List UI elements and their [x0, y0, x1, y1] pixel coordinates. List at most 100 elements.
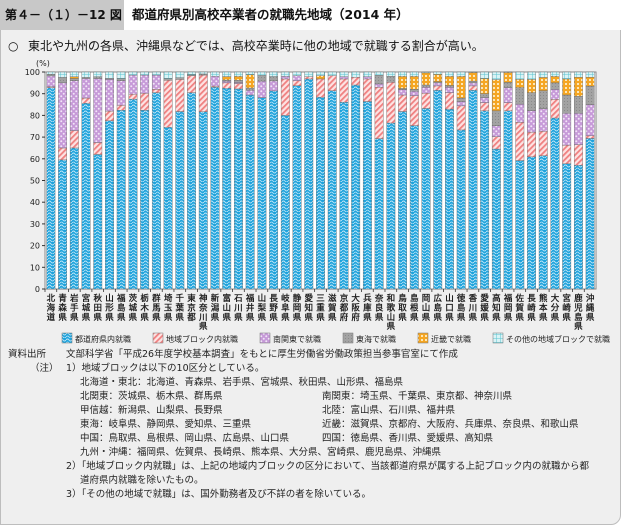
- bar-segment-2: [445, 92, 454, 110]
- bar-segment-3: [292, 75, 302, 81]
- source-label: 資料出所: [8, 349, 47, 360]
- bar-segment-6: [503, 71, 513, 73]
- legend-label: 都道府県内就職: [75, 334, 131, 344]
- legend-swatch: [417, 332, 429, 344]
- x-tick-label: 群馬県: [151, 293, 161, 323]
- bar-segment-6: [69, 71, 79, 77]
- region-definition-left: 九州・沖縄：福岡県、佐賀県、長崎県、熊本県、大分県、宮崎県、鹿児島県、沖縄県: [80, 447, 442, 458]
- note-2-line-1: 2）「地域ブロック内就職」は、上記の地域内ブロックの区分において、当該都道府県が…: [66, 461, 590, 472]
- x-tick-label: 京都府: [339, 293, 349, 323]
- bar-segment-6: [433, 71, 443, 75]
- bar-segment-3: [503, 87, 513, 103]
- legend-swatch: [152, 332, 164, 344]
- bar-segment-3: [69, 80, 79, 131]
- bar-segment-2: [480, 102, 490, 112]
- bar-segment-3: [81, 78, 91, 99]
- bar-segment-1: [140, 109, 150, 290]
- bar-segment-3: [374, 83, 384, 88]
- bar-segment-6: [81, 71, 91, 78]
- x-tick-label: 青森県: [58, 293, 67, 323]
- bar-segment-3: [269, 80, 279, 92]
- bar-segment-2: [374, 86, 384, 139]
- bar-segment-5: [398, 76, 407, 89]
- bar-segment-4: [550, 82, 560, 90]
- bar-segment-3: [527, 110, 536, 133]
- region-definition-right: 四国：徳島県、香川県、愛媛県、高知県: [322, 433, 494, 444]
- bar-segment-4: [386, 76, 396, 83]
- bar-segment-1: [187, 92, 196, 290]
- bar-segment-1: [386, 122, 396, 290]
- bar-segment-6: [527, 71, 536, 80]
- x-tick-label: 和歌山県: [387, 293, 396, 332]
- bar-segment-6: [187, 71, 196, 75]
- bar-segment-1: [304, 78, 314, 290]
- bar-segment-2: [163, 80, 173, 128]
- bar-segment-1: [69, 147, 79, 290]
- legend-label: その他の地域ブロックで就職: [506, 334, 610, 344]
- x-tick-label: 大阪府: [351, 293, 360, 323]
- y-tick-label: 70: [30, 133, 40, 142]
- bar-segment-3: [257, 80, 267, 98]
- bar-segment-2: [386, 81, 396, 124]
- legend-label: 地域ブロック内就職: [166, 334, 238, 344]
- region-definition-left: 甲信越：新潟県、山梨県、長野県: [80, 405, 223, 416]
- bar-segment-6: [280, 71, 290, 77]
- x-tick-label: 三重県: [316, 294, 325, 323]
- region-definition-right: 南関東：埼玉県、千葉県、東京都、神奈川県: [322, 391, 513, 402]
- bar-segment-4: [491, 110, 501, 127]
- x-tick-label: 福島県: [116, 293, 126, 323]
- bar-segment-1: [151, 92, 161, 290]
- bar-segment-5: [445, 76, 454, 86]
- bar-segment-6: [175, 71, 185, 78]
- region-definition-left: 中国：鳥取県、島根県、岡山県、広島県、山口県: [80, 433, 290, 444]
- bar-segment-6: [222, 71, 232, 77]
- bar-segment-1: [573, 165, 583, 290]
- bar-segment-6: [140, 71, 150, 76]
- y-tick-label: 40: [30, 198, 40, 207]
- x-tick-label: 東京都: [186, 293, 196, 323]
- bar-segment-1: [257, 97, 267, 290]
- bar-segment-1: [210, 86, 220, 290]
- bar-segment-3: [46, 75, 56, 87]
- legend-swatch: [492, 332, 504, 344]
- bar-segment-2: [128, 93, 138, 100]
- bullet-circle-icon: ○: [8, 39, 19, 53]
- bar-segment-5: [468, 72, 478, 82]
- bar-segment-5: [573, 77, 583, 97]
- x-tick-label: 愛知県: [305, 293, 314, 323]
- bar-segment-1: [280, 115, 290, 290]
- x-tick-label: 島根県: [410, 293, 419, 323]
- bar-segment-4: [585, 85, 595, 105]
- bar-segment-6: [128, 71, 138, 76]
- bar-segment-1: [409, 125, 419, 290]
- bar-segment-6: [550, 71, 560, 77]
- x-tick-label: 山梨県: [257, 293, 267, 323]
- region-definition-left: 北海道・東北：北海道、青森県、岩手県、宮城県、秋田県、山形県、福島県: [80, 377, 404, 388]
- bar-segment-1: [456, 129, 466, 290]
- bar-segment-1: [362, 101, 372, 290]
- bar-segment-5: [234, 76, 243, 81]
- x-tick-label: 富山県: [222, 293, 231, 323]
- source-text: 文部科学省「平成26年度学校基本調査」をもとに厚生労働省労働政策担当参事官室にて…: [66, 349, 458, 360]
- x-tick-label: 佐賀県: [515, 293, 525, 323]
- x-tick-label: 石川県: [233, 294, 243, 323]
- bar-segment-6: [421, 71, 431, 74]
- bar-segment-6: [445, 71, 454, 77]
- bar-segment-6: [538, 71, 548, 78]
- bar-segment-4: [269, 76, 279, 82]
- region-definition-left: 北関東：茨城県、栃木県、群馬県: [80, 391, 223, 402]
- bar-segment-6: [46, 71, 56, 75]
- bar-segment-2: [468, 85, 478, 91]
- bar-segment-3: [562, 113, 572, 146]
- bar-segment-4: [257, 75, 267, 82]
- region-definition-left: 東海：岐阜県、静岡県、愛知県、三重県: [80, 419, 252, 430]
- legend-swatch: [259, 332, 271, 344]
- bar-segment-1: [503, 110, 513, 290]
- bar-segment-1: [433, 90, 443, 290]
- x-tick-label: 沖縄県: [586, 293, 595, 323]
- bar-segment-2: [409, 95, 419, 126]
- x-tick-label: 高知県: [492, 293, 501, 323]
- bar-segment-4: [562, 94, 572, 114]
- bar-segment-2: [81, 97, 91, 104]
- bar-segment-5: [538, 77, 548, 91]
